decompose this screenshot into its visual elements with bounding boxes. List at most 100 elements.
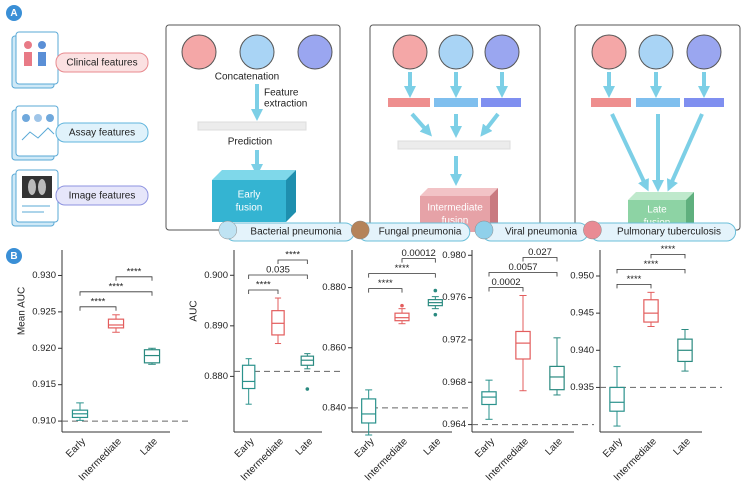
outlier [433, 288, 438, 293]
significance-bracket [616, 283, 652, 289]
x-tick-label: Late [671, 436, 693, 458]
title-icon [474, 220, 494, 240]
significance-bracket [368, 288, 403, 293]
feature-bar [636, 98, 680, 107]
feature-label: Clinical features [66, 58, 137, 69]
significance-label: **** [661, 244, 676, 255]
box [241, 364, 256, 390]
fusion-label: fusion [236, 203, 263, 214]
cube [212, 170, 296, 180]
title-icon [218, 220, 238, 240]
box [107, 318, 125, 329]
modality-circle [297, 34, 333, 70]
y-tick-label: 0.890 [204, 320, 228, 331]
y-tick-label: 0.880 [204, 371, 228, 382]
x-tick-label: Early [601, 436, 625, 460]
arrow [480, 112, 500, 137]
feature-bar [591, 98, 631, 107]
significance-label: **** [644, 259, 659, 270]
significance-bracket [368, 273, 436, 278]
modality-circle [239, 34, 275, 70]
significance-label: **** [395, 263, 410, 274]
y-tick-label: 0.972 [442, 334, 466, 345]
step-label: Concatenation [215, 72, 280, 83]
y-tick-label: 0.925 [32, 306, 56, 317]
cube [212, 180, 286, 222]
outlier [433, 312, 438, 317]
y-tick-label: 0.915 [32, 379, 56, 390]
x-tick-label: Early [64, 436, 88, 460]
chart-title: Pulmonary tuberculosis [617, 227, 721, 238]
chart-title: Fungal pneumonia [379, 227, 462, 238]
x-tick-label: Late [543, 436, 565, 458]
significance-bracket [79, 291, 153, 296]
feature-pill [55, 122, 149, 143]
panel-letter: B [10, 251, 17, 262]
y-tick-label: 0.964 [442, 419, 466, 430]
significance-label: 0.035 [266, 265, 290, 276]
feature-cards [11, 31, 59, 227]
fusion-label: fusion [442, 216, 469, 227]
significance-bracket [488, 287, 524, 292]
box [609, 386, 625, 412]
y-tick-label: 0.860 [322, 342, 346, 353]
significance-label: **** [91, 296, 106, 307]
box [481, 391, 497, 406]
panel-badge [6, 248, 22, 264]
box [361, 398, 377, 424]
x-tick-label: Early [353, 436, 377, 460]
modality-circle [638, 34, 674, 70]
y-axis-label: AUC [189, 300, 200, 321]
cube [420, 188, 498, 196]
modality-circle [438, 34, 474, 70]
chart-title: Viral pneumonia [505, 227, 578, 238]
feature-bar [397, 140, 511, 150]
x-tick-label: Late [294, 436, 316, 458]
feature-bar [434, 98, 478, 107]
box [394, 312, 410, 322]
y-tick-label: 0.935 [570, 382, 594, 393]
title-icon [583, 220, 602, 240]
outlier [305, 387, 310, 391]
box [643, 299, 659, 323]
significance-bracket [488, 272, 558, 277]
y-tick-label: 0.920 [32, 343, 56, 354]
modality-circle [686, 34, 722, 70]
panel-badge [6, 5, 22, 21]
cube [286, 170, 296, 222]
y-tick-label: 0.900 [204, 270, 228, 281]
significance-bracket [115, 276, 153, 281]
significance-label: **** [627, 274, 642, 285]
significance-bracket [79, 306, 117, 311]
cube [686, 192, 694, 232]
significance-label: 0.0002 [491, 277, 520, 288]
y-tick-label: 0.930 [32, 270, 56, 281]
fusion-label: Intermediate [427, 203, 483, 214]
panel-letter: A [10, 8, 17, 19]
arrow [666, 113, 704, 192]
significance-bracket [401, 258, 436, 263]
feature-label: Assay features [69, 128, 135, 139]
outlier [400, 303, 404, 308]
box [515, 330, 531, 360]
y-tick-label: 0.980 [442, 250, 466, 261]
fusion-label: Early [238, 190, 261, 201]
significance-bracket [248, 289, 279, 295]
box [143, 349, 161, 364]
significance-label: **** [378, 278, 393, 289]
x-tick-label: Late [422, 436, 444, 458]
y-tick-label: 0.880 [322, 282, 346, 293]
title-icon [350, 220, 370, 240]
fusion-label: Late [647, 205, 667, 216]
y-axis-label: Mean AUC [17, 287, 28, 335]
significance-label: **** [285, 250, 300, 261]
arrow [610, 113, 649, 192]
y-tick-label: 0.950 [570, 271, 594, 282]
significance-bracket [616, 268, 686, 274]
box [549, 365, 565, 391]
x-tick-label: Early [473, 436, 497, 460]
feature-pill [55, 185, 149, 206]
significance-bracket [248, 274, 308, 280]
step-label: Prediction [228, 137, 272, 148]
